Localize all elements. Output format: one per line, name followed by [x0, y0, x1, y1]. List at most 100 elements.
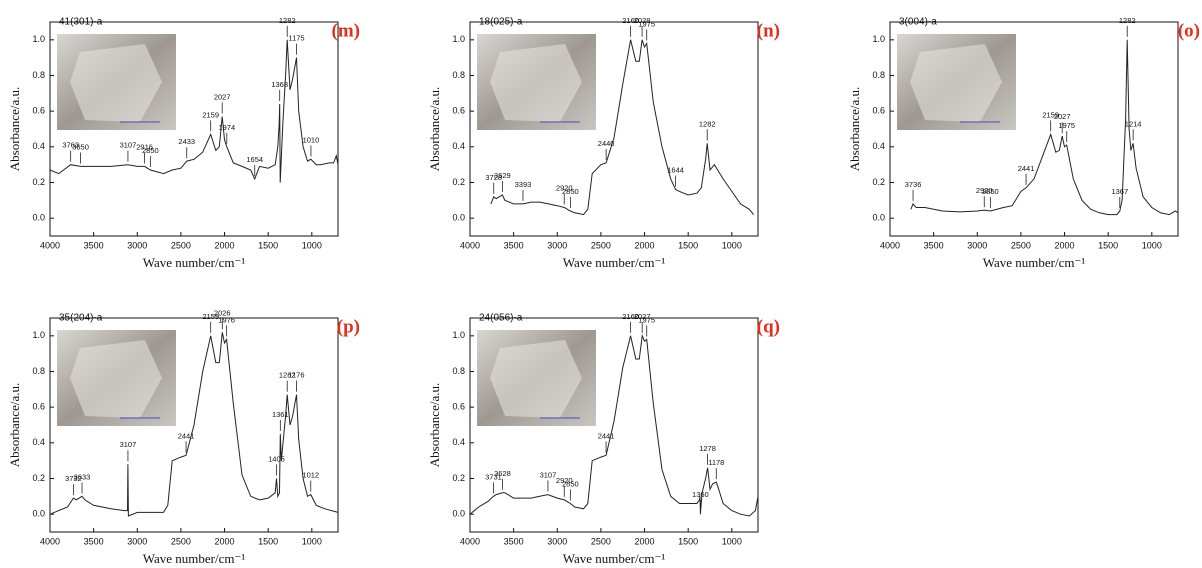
y-tick-label: 0.6 — [32, 106, 45, 116]
spectrum-line — [910, 39, 1179, 216]
x-tick-label: 3000 — [127, 536, 147, 546]
peak-label: 3650 — [72, 142, 89, 151]
x-tick-label: 2000 — [215, 536, 235, 546]
y-tick-label: 0.8 — [32, 366, 45, 376]
peak-label: 1368 — [271, 80, 288, 89]
y-tick-label: 0.4 — [872, 141, 885, 151]
y-axis-title: Absorbance/a.u. — [7, 87, 22, 171]
peak-label: 2850 — [982, 187, 999, 196]
peak-label: 3736 — [905, 180, 922, 189]
y-tick-label: 0.4 — [32, 437, 45, 447]
peak-label: 1367 — [1111, 187, 1128, 196]
y-tick-label: 0.8 — [452, 366, 465, 376]
peak-label: 1012 — [302, 471, 319, 480]
peak-label: 1975 — [638, 315, 655, 324]
x-tick-label: 3500 — [84, 536, 104, 546]
panel-label: (m) — [332, 20, 360, 41]
panel: 0.0 0.2 0.4 0.6 0.8 1.0 4000 3500 3000 2500 2000 15… — [427, 312, 780, 566]
peak-label: 1974 — [218, 123, 235, 132]
x-tick-label: 2500 — [1011, 240, 1031, 250]
panel-label: (q) — [757, 316, 780, 337]
panel-title: 3(004)-a — [899, 17, 937, 28]
x-axis-title: Wave number/cm⁻¹ — [983, 255, 1086, 270]
peak-label: 3393 — [515, 180, 532, 189]
plot-frame — [469, 21, 759, 237]
y-tick-label: 0.0 — [872, 213, 885, 223]
x-tick-label: 2500 — [171, 536, 191, 546]
x-tick-label: 1500 — [678, 536, 698, 546]
y-tick-label: 0.4 — [32, 141, 45, 151]
peak-label: 3107 — [540, 471, 557, 480]
peak-label: 2027 — [634, 312, 651, 321]
y-tick-label: 0.6 — [452, 106, 465, 116]
panel-label: (o) — [1178, 20, 1200, 41]
peak-label: 2916 — [136, 142, 153, 151]
peak-label: 3728 — [485, 173, 502, 182]
panel: 0.0 0.2 0.4 0.6 0.8 1.0 4000 3500 3000 2500 2000 15… — [427, 16, 780, 270]
peak-label: 2027 — [1054, 112, 1071, 121]
peak-label: 2027 — [214, 93, 231, 102]
inset-crystal — [70, 340, 162, 418]
peak-label: 3731 — [485, 472, 502, 481]
x-tick-label: 1500 — [258, 536, 278, 546]
peak-label: 3633 — [74, 472, 91, 481]
x-tick-label: 4000 — [460, 536, 480, 546]
peak-label: 2920 — [976, 186, 993, 195]
peak-label: 1214 — [1125, 119, 1142, 128]
y-tick-label: 0.0 — [32, 213, 45, 223]
peak-label: 1361 — [272, 410, 289, 419]
y-tick-label: 1.0 — [452, 34, 465, 44]
y-axis-title: Absorbance/a.u. — [427, 87, 442, 171]
x-tick-label: 3500 — [504, 536, 524, 546]
peak-label: 2441 — [1018, 164, 1035, 173]
x-tick-label: 4000 — [880, 240, 900, 250]
peak-label: 3628 — [494, 469, 511, 478]
spectrum-line — [469, 333, 759, 517]
x-tick-label: 3000 — [547, 240, 567, 250]
panel: 0.0 0.2 0.4 0.6 0.8 1.0 4000 3500 3000 2500 2000 15… — [7, 16, 360, 270]
y-tick-label: 1.0 — [872, 34, 885, 44]
x-tick-label: 3500 — [84, 240, 104, 250]
peak-label: 2440 — [598, 139, 615, 148]
peak-label: 2159 — [1042, 110, 1059, 119]
x-tick-label: 2000 — [215, 240, 235, 250]
x-tick-label: 2000 — [635, 240, 655, 250]
y-tick-label: 0.2 — [452, 473, 465, 483]
peak-label: 1176 — [288, 371, 304, 380]
peak-label: 1282 — [699, 119, 716, 128]
peak-label: 1360 — [692, 490, 709, 499]
peak-label: 1175 — [288, 34, 304, 43]
y-tick-label: 1.0 — [32, 34, 45, 44]
panel-title: 35(204)-a — [59, 313, 103, 324]
peak-label: 1178 — [708, 458, 724, 467]
x-tick-label: 4000 — [40, 536, 60, 546]
peak-label: 2028 — [634, 16, 651, 25]
y-tick-label: 0.8 — [452, 70, 465, 80]
y-tick-label: 0.6 — [452, 402, 465, 412]
peak-label: 1975 — [638, 19, 655, 28]
peak-label: 2850 — [562, 187, 579, 196]
inset-crystal — [910, 44, 1002, 122]
spectrum-line — [49, 39, 339, 183]
peak-label: 2026 — [214, 308, 231, 317]
x-tick-label: 1500 — [1098, 240, 1118, 250]
y-tick-label: 0.2 — [32, 473, 45, 483]
y-tick-label: 0.2 — [32, 177, 45, 187]
x-tick-label: 1000 — [302, 240, 322, 250]
x-tick-label: 3500 — [924, 240, 944, 250]
peak-label: 3732 — [65, 474, 82, 483]
peak-label: 3107 — [120, 141, 137, 150]
x-tick-label: 2000 — [1055, 240, 1075, 250]
y-tick-label: 0.4 — [452, 437, 465, 447]
peak-label: 1010 — [303, 135, 320, 144]
x-tick-label: 2500 — [591, 240, 611, 250]
y-tick-label: 0.8 — [872, 70, 885, 80]
peak-label: 1278 — [699, 444, 716, 453]
y-tick-label: 0.0 — [32, 509, 45, 519]
peak-label: 1975 — [1058, 121, 1075, 130]
peak-label: 3629 — [494, 171, 511, 180]
plot-frame — [49, 21, 339, 237]
peak-label: 2850 — [142, 146, 159, 155]
plot-frame — [889, 21, 1179, 237]
peak-label: 2920 — [556, 476, 573, 485]
